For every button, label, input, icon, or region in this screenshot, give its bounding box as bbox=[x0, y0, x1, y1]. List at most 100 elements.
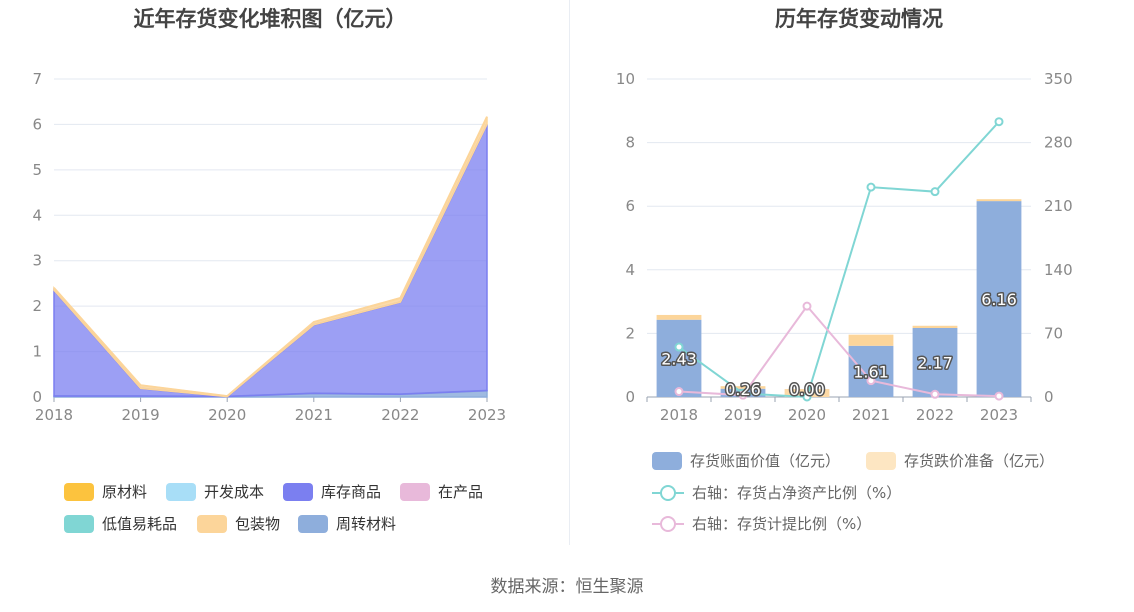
legend-label: 周转材料 bbox=[336, 515, 397, 533]
legend-swatch bbox=[652, 515, 684, 533]
y-tick-label: 1 bbox=[32, 343, 42, 361]
line-point bbox=[866, 182, 876, 192]
legend-swatch bbox=[64, 514, 94, 533]
x-tick-label: 2022 bbox=[381, 406, 419, 424]
line-point bbox=[866, 376, 876, 386]
legend-swatch bbox=[298, 514, 328, 533]
legend-swatch bbox=[652, 484, 684, 502]
legend-item[interactable]: 包装物 bbox=[197, 513, 280, 534]
legend-item[interactable]: 右轴：存货占净资产比例（%） bbox=[652, 482, 901, 503]
line-point bbox=[994, 391, 1004, 401]
line-point bbox=[674, 342, 684, 352]
bar-impairment bbox=[912, 325, 958, 328]
x-tick-label: 2023 bbox=[980, 406, 1018, 424]
legend-swatch bbox=[866, 451, 896, 470]
left-chart-title: 近年存货变化堆积图（亿元） bbox=[134, 7, 407, 31]
x-tick-label: 2020 bbox=[788, 406, 826, 424]
bar-data-label: 0.26 bbox=[725, 380, 761, 399]
left-legend: 原材料 开发成本 库存商品 在产品低值易耗品 包装物 周转材料 bbox=[0, 0, 569, 560]
legend-label: 存货跌价准备（亿元） bbox=[904, 452, 1055, 470]
legend-swatch bbox=[64, 482, 94, 501]
bar-data-label: 6.16 bbox=[981, 290, 1017, 309]
bar-data-label: 2.43 bbox=[661, 349, 697, 368]
bar-book-value bbox=[976, 201, 1022, 397]
legend-swatch bbox=[166, 482, 196, 501]
legend-item[interactable]: 库存商品 bbox=[283, 481, 381, 502]
legend-item[interactable]: 在产品 bbox=[400, 481, 483, 502]
legend-label: 右轴：存货计提比例（%） bbox=[692, 515, 872, 533]
line-point bbox=[994, 117, 1004, 127]
legend-swatch bbox=[652, 451, 682, 470]
y2-tick-label: 280 bbox=[1044, 134, 1073, 152]
x-tick-label: 2019 bbox=[122, 406, 160, 424]
x-tick-label: 2020 bbox=[208, 406, 246, 424]
bar-impairment bbox=[976, 199, 1022, 202]
bar-impairment bbox=[720, 386, 766, 389]
legend-item[interactable]: 右轴：存货计提比例（%） bbox=[652, 513, 871, 534]
legend-label: 开发成本 bbox=[204, 483, 265, 501]
legend-swatch bbox=[197, 514, 227, 533]
bar-impairment bbox=[848, 334, 894, 346]
line-series bbox=[678, 304, 1000, 398]
y-tick-label: 6 bbox=[32, 115, 42, 133]
line-point bbox=[738, 390, 748, 400]
data-source: 数据来源：恒生聚源 bbox=[490, 577, 644, 597]
legend-item[interactable]: 低值易耗品 bbox=[64, 513, 177, 534]
y-tick-label: 3 bbox=[32, 252, 42, 270]
y-tick-label: 0 bbox=[32, 388, 42, 406]
line-point bbox=[930, 389, 940, 399]
y-tick-label: 10 bbox=[616, 70, 635, 88]
bar-data-label: 1.61 bbox=[853, 362, 889, 381]
bar-book-value bbox=[912, 327, 958, 397]
legend-item[interactable]: 开发成本 bbox=[166, 481, 264, 502]
legend-swatch bbox=[400, 482, 430, 501]
y2-tick-label: 140 bbox=[1044, 261, 1073, 279]
bar-book-value bbox=[848, 345, 894, 397]
legend-label: 低值易耗品 bbox=[102, 515, 178, 533]
right-legend: 存货账面价值（亿元） 存货跌价准备（亿元） 右轴：存货占净资产比例（%） 右轴：存货计… bbox=[570, 0, 1134, 560]
x-tick-label: 2018 bbox=[35, 406, 73, 424]
y-tick-label: 5 bbox=[32, 161, 42, 179]
bar-line-chart: 历年存货变动情况 0 0 2 70 4 140 6 210 8 280 10 350 2018 2019 2… bbox=[616, 7, 1073, 424]
y-tick-label: 0 bbox=[625, 388, 635, 406]
bar-impairment bbox=[656, 314, 702, 320]
legend-label: 包装物 bbox=[235, 515, 281, 533]
y-tick-label: 7 bbox=[32, 70, 42, 88]
y2-tick-label: 70 bbox=[1044, 324, 1063, 342]
area-series-line bbox=[53, 116, 488, 398]
legend-label: 库存商品 bbox=[321, 483, 382, 501]
bar-data-label: 0.00 bbox=[789, 380, 825, 399]
line-point bbox=[930, 187, 940, 197]
legend-item[interactable]: 存货账面价值（亿元） bbox=[652, 450, 840, 471]
legend-item[interactable]: 原材料 bbox=[64, 481, 147, 502]
stacked-area-chart: 近年存货变化堆积图（亿元） 0 1 2 3 4 5 6 7 2018 2019 2020 2021 20… bbox=[32, 7, 506, 424]
legend-swatch bbox=[283, 482, 313, 501]
line-point bbox=[802, 392, 812, 402]
legend-label: 右轴：存货占净资产比例（%） bbox=[692, 484, 902, 502]
panel-divider bbox=[569, 0, 570, 545]
y-tick-label: 2 bbox=[32, 297, 42, 315]
y-tick-label: 4 bbox=[32, 206, 42, 224]
x-tick-label: 2022 bbox=[916, 406, 954, 424]
y-tick-label: 6 bbox=[625, 197, 635, 215]
x-tick-label: 2023 bbox=[468, 406, 506, 424]
y-tick-label: 8 bbox=[625, 134, 635, 152]
y-tick-label: 4 bbox=[625, 261, 635, 279]
legend-label: 存货账面价值（亿元） bbox=[690, 452, 841, 470]
x-tick-label: 2018 bbox=[660, 406, 698, 424]
bar-data-label: 2.17 bbox=[917, 353, 953, 372]
legend-label: 在产品 bbox=[438, 483, 484, 501]
x-tick-label: 2021 bbox=[852, 406, 890, 424]
x-tick-label: 2019 bbox=[724, 406, 762, 424]
line-point bbox=[802, 301, 812, 311]
y2-tick-label: 210 bbox=[1044, 197, 1073, 215]
y2-tick-label: 0 bbox=[1044, 388, 1054, 406]
line-point bbox=[674, 387, 684, 397]
legend-label: 原材料 bbox=[102, 483, 148, 501]
legend-item[interactable]: 周转材料 bbox=[298, 513, 396, 534]
x-tick-label: 2021 bbox=[295, 406, 333, 424]
line-series bbox=[678, 121, 1000, 399]
y-tick-label: 2 bbox=[625, 324, 635, 342]
legend-item[interactable]: 存货跌价准备（亿元） bbox=[866, 450, 1054, 471]
